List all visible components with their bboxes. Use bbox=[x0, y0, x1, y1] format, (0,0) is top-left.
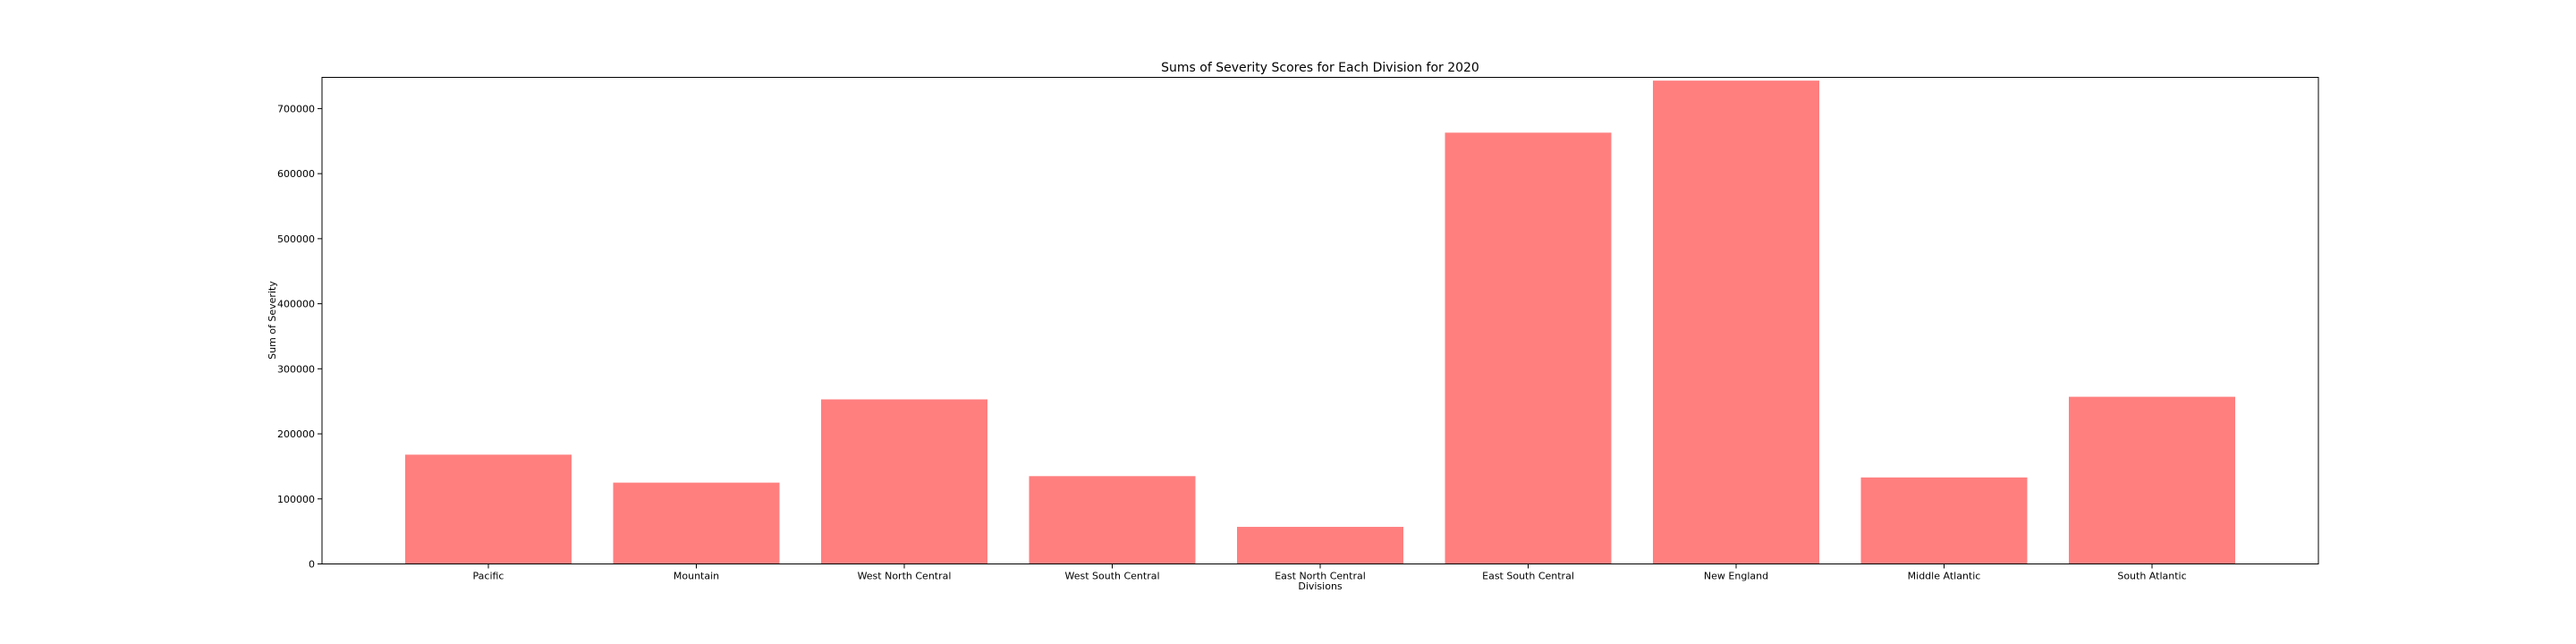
bar-new-england bbox=[1653, 80, 1819, 564]
x-tick-label: New England bbox=[1704, 571, 1768, 582]
bar-west-south-central bbox=[1029, 476, 1196, 564]
bar-south-atlantic bbox=[2069, 396, 2235, 564]
plot-frame bbox=[321, 77, 2319, 564]
y-tick-label: 700000 bbox=[277, 103, 315, 114]
y-tick-label: 100000 bbox=[277, 494, 315, 505]
bar-east-south-central bbox=[1445, 132, 1612, 564]
y-tick-label: 300000 bbox=[277, 363, 315, 375]
x-tick-label: West South Central bbox=[1064, 571, 1159, 582]
bar-mountain bbox=[613, 482, 780, 564]
bar-middle-atlantic bbox=[1860, 477, 2028, 564]
y-axis-ticks: 0 100000 200000 300000 400000 500000 600000 700… bbox=[277, 103, 322, 571]
x-tick-label: Mountain bbox=[674, 571, 719, 582]
bar-west-north-central bbox=[821, 399, 987, 564]
bar-pacific bbox=[405, 454, 572, 564]
x-tick-label: East South Central bbox=[1482, 571, 1574, 582]
bars-group bbox=[405, 80, 2235, 564]
x-tick-label: East North Central bbox=[1275, 571, 1366, 582]
y-tick-label: 200000 bbox=[277, 428, 315, 440]
x-tick-label: Pacific bbox=[473, 571, 504, 582]
x-axis-label: Divisions bbox=[1298, 580, 1343, 592]
x-axis-ticks: Pacific Mountain West North Central West So… bbox=[473, 564, 2187, 582]
x-tick-label: West North Central bbox=[858, 571, 952, 582]
y-axis-label: Sum of Severity bbox=[267, 281, 278, 360]
y-tick-label: 600000 bbox=[277, 168, 315, 180]
x-tick-label: Middle Atlantic bbox=[1908, 571, 1981, 582]
chart-title: Sums of Severity Scores for Each Divisio… bbox=[1161, 61, 1479, 75]
y-tick-label: 0 bbox=[309, 559, 315, 571]
x-tick-label: South Atlantic bbox=[2117, 571, 2186, 582]
y-tick-label: 400000 bbox=[277, 299, 315, 310]
y-tick-label: 500000 bbox=[277, 233, 315, 245]
bar-east-north-central bbox=[1237, 527, 1403, 564]
